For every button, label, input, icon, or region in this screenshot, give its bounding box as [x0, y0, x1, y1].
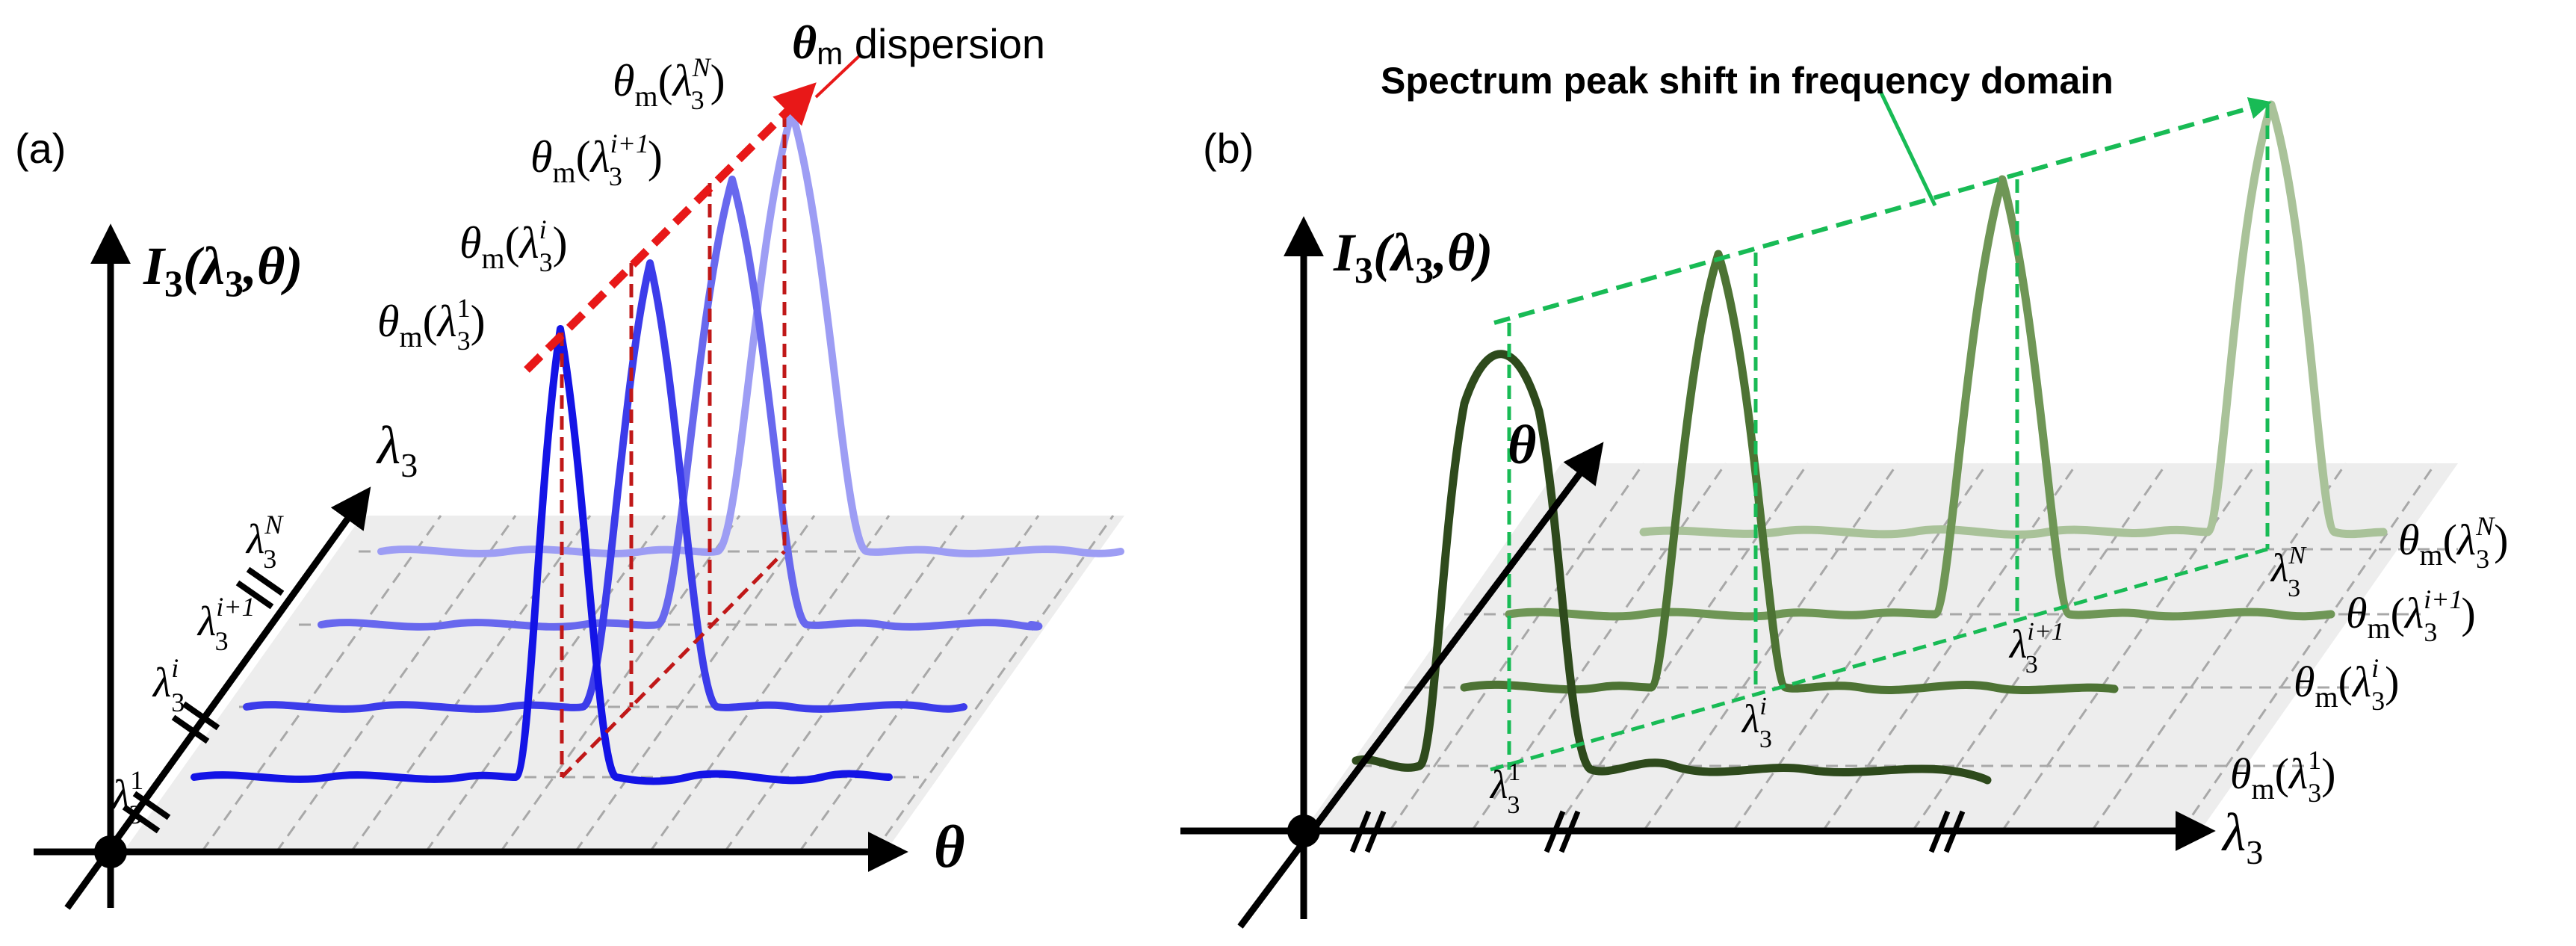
peak-shift-pointer: [1877, 87, 1937, 207]
b-row-label-i1: θm(λi+1 3): [2346, 584, 2476, 647]
b-lambda-label: λ3: [2221, 803, 2263, 871]
svg-text:λ13: λ1 3: [111, 765, 143, 829]
b-tick-labels: λ1 3 λi 3 λi+1 3 λN 3: [1489, 542, 2307, 819]
b-origin: [1287, 814, 1320, 847]
panel-a-red-dashes: [560, 114, 787, 779]
curve-a-i1: [318, 176, 1043, 631]
a-theta-label: θ: [934, 814, 965, 880]
a-peak-label-N: θm(λN 3): [613, 52, 725, 115]
a-peak-label-i: θm(λi 3): [459, 214, 568, 277]
svg-text:λi+13: λi+1 3: [2008, 618, 2064, 678]
svg-text:λi3: λi 3: [152, 653, 185, 717]
b-row-label-N: θm(λN 3): [2398, 511, 2508, 574]
svg-text:λN3: λN 3: [245, 510, 284, 574]
a-axis-ticks: [122, 566, 285, 834]
a-lambda-label: λ3: [376, 415, 418, 484]
b-intensity-label: I3(λ3,θ): [1333, 223, 1493, 291]
panel-a-plane: [123, 516, 1124, 852]
dispersion-pointer: [814, 55, 861, 99]
b-row-labels: θm(λ1 3) θm(λi 3) θm(λi+1 3) θm(λN 3): [2230, 511, 2508, 808]
panel-b-green-dashes: [1490, 105, 2270, 772]
b-shift-title: Spectrum peak shift in frequency domain: [1381, 60, 2114, 102]
panel-a: (a) I3(λ3,θ) θ λ3 λ1 3 λi 3 λi+1 3 λN 3 θm(λ…: [15, 16, 1124, 910]
curve-b-i1: [1505, 175, 2335, 621]
panel-b: (b) I3(λ3,θ) θ λ3 λ1 3 λi 3 λi+1 3 λN 3 θm(λ…: [1180, 60, 2508, 929]
curve-b-i: [1460, 250, 2119, 695]
dispersion-arrow: [524, 82, 817, 373]
b-row-label-1: θm(λ1 3): [2230, 745, 2335, 808]
a-intensity-label: I3(λ3,θ): [143, 236, 303, 304]
svg-text:λ13: λ1 3: [1489, 758, 1520, 819]
b-theta-label: θ: [1508, 415, 1536, 476]
b-row-label-i: θm(λi 3): [2294, 653, 2399, 716]
curve-a-i: [243, 259, 967, 713]
a-peak-label-1: θm(λ1 3): [377, 293, 486, 356]
peak-shift-arrow: [1493, 97, 2272, 325]
a-origin: [94, 835, 127, 868]
a-peak-labels: θm(λ1 3) θm(λi 3) θm(λi+1 3) θm(λN 3): [377, 52, 725, 356]
a-dispersion-label: θm dispersion: [792, 16, 1045, 71]
panel-b-label: (b): [1203, 125, 1254, 172]
svg-text:λi3: λi 3: [1741, 693, 1772, 753]
curve-a-N: [377, 108, 1124, 557]
svg-text:λi+13: λi+1 3: [196, 592, 256, 656]
curve-b-N: [1639, 100, 2388, 539]
a-tick-labels: λ1 3 λi 3 λi+1 3 λN 3: [111, 510, 284, 829]
a-peak-label-i1: θm(λi+1 3): [530, 129, 663, 191]
b-axis-breaks: [1349, 810, 1966, 853]
panel-a-label: (a): [15, 125, 66, 172]
panel-a-grid: [200, 515, 1115, 853]
svg-text:λN3: λN 3: [2270, 542, 2307, 602]
